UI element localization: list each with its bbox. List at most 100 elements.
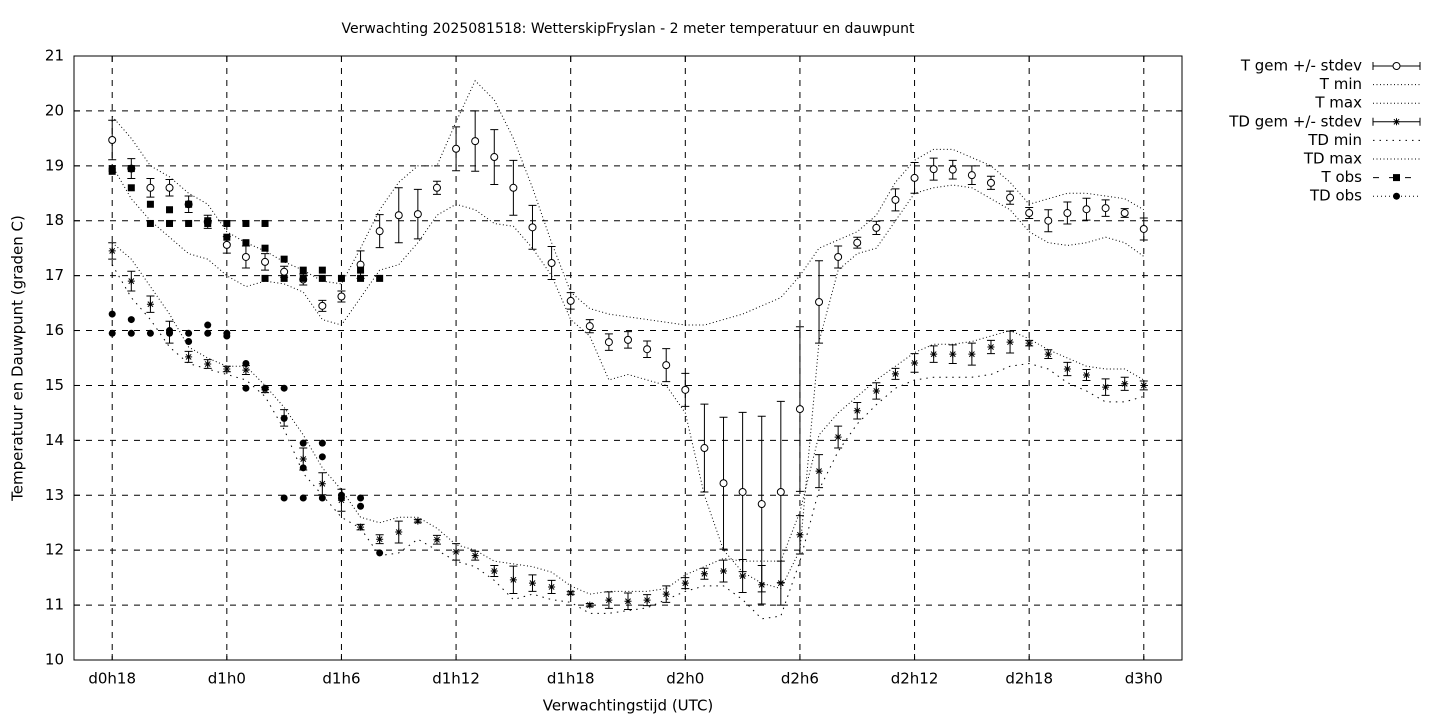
point xyxy=(166,329,174,337)
point xyxy=(204,219,212,227)
point xyxy=(1102,383,1110,391)
point xyxy=(357,274,365,282)
point xyxy=(108,247,116,255)
x-tick-label: d0h18 xyxy=(88,670,136,688)
x-tick-label: d2h0 xyxy=(666,670,704,688)
legend-label: T max xyxy=(1314,94,1362,112)
point xyxy=(605,596,613,604)
point xyxy=(376,535,384,543)
point xyxy=(528,579,536,587)
point xyxy=(1044,350,1052,358)
point xyxy=(146,329,154,337)
point xyxy=(127,316,135,324)
point xyxy=(242,366,250,374)
point xyxy=(795,405,804,414)
legend-label: T min xyxy=(1319,75,1362,93)
y-tick-label: 19 xyxy=(45,156,64,174)
point xyxy=(624,597,632,605)
point xyxy=(700,570,708,578)
point xyxy=(1140,381,1148,389)
point xyxy=(376,549,384,557)
legend-label: T gem +/- stdev xyxy=(1240,57,1362,75)
point xyxy=(165,183,174,192)
point xyxy=(395,528,403,536)
point xyxy=(872,387,880,395)
y-axis-label: Temperatuur en Dauwpunt (graden C) xyxy=(9,215,27,502)
point xyxy=(509,183,518,192)
point xyxy=(1082,205,1091,214)
point xyxy=(318,480,326,488)
x-axis-label: Verwachtingstijd (UTC) xyxy=(543,697,714,715)
point xyxy=(834,433,842,441)
x-tick-label: d2h12 xyxy=(891,670,939,688)
point xyxy=(108,329,116,337)
plot-frame xyxy=(73,55,1183,661)
point xyxy=(280,384,288,392)
point xyxy=(757,500,766,509)
point xyxy=(662,361,671,370)
legend-marker xyxy=(1393,174,1400,182)
point xyxy=(910,173,919,182)
point xyxy=(834,252,843,261)
y-tick-label: 20 xyxy=(45,101,64,119)
point xyxy=(1120,209,1129,218)
point xyxy=(280,274,288,282)
point xyxy=(394,211,403,220)
point xyxy=(719,479,728,488)
point xyxy=(547,259,556,268)
point xyxy=(948,165,957,174)
point xyxy=(318,439,326,447)
point xyxy=(204,329,212,337)
point xyxy=(567,589,575,597)
point xyxy=(166,206,174,214)
point xyxy=(738,487,747,496)
point xyxy=(815,297,824,306)
point xyxy=(911,359,919,367)
point xyxy=(318,453,326,461)
point xyxy=(548,583,556,591)
point xyxy=(1025,209,1034,218)
point xyxy=(241,252,250,261)
point xyxy=(681,385,690,394)
point xyxy=(318,301,327,310)
x-tick-label: d2h6 xyxy=(781,670,819,688)
y-tick-label: 13 xyxy=(45,486,64,504)
point xyxy=(949,350,957,358)
point xyxy=(490,567,498,575)
point xyxy=(566,296,575,305)
point xyxy=(930,350,938,358)
point xyxy=(528,223,537,232)
point xyxy=(872,223,881,232)
point xyxy=(987,343,995,351)
point xyxy=(624,335,632,344)
point xyxy=(299,494,307,502)
point xyxy=(108,310,116,318)
chart-title: Verwachting 2025081518: WetterskipFrysla… xyxy=(342,21,915,37)
point xyxy=(299,464,307,472)
x-tick-label: d2h18 xyxy=(1005,670,1053,688)
range-line xyxy=(111,242,1145,595)
y-tick-label: 16 xyxy=(45,321,64,339)
point xyxy=(490,153,499,162)
point xyxy=(280,414,288,422)
point xyxy=(967,171,976,180)
legend-marker xyxy=(1392,62,1401,70)
range-line xyxy=(111,79,1145,326)
point xyxy=(1139,224,1148,233)
point xyxy=(452,548,460,556)
point xyxy=(662,590,670,598)
point xyxy=(1025,339,1033,347)
x-tick-label: d1h18 xyxy=(547,670,595,688)
point xyxy=(375,227,384,236)
point xyxy=(261,274,269,282)
point xyxy=(509,576,517,584)
point xyxy=(853,238,862,247)
point xyxy=(414,517,422,525)
point xyxy=(127,329,135,337)
point xyxy=(261,257,270,266)
range-line xyxy=(111,264,1144,620)
point xyxy=(280,255,288,263)
point xyxy=(1063,365,1071,373)
point xyxy=(700,444,709,453)
point xyxy=(127,184,135,192)
